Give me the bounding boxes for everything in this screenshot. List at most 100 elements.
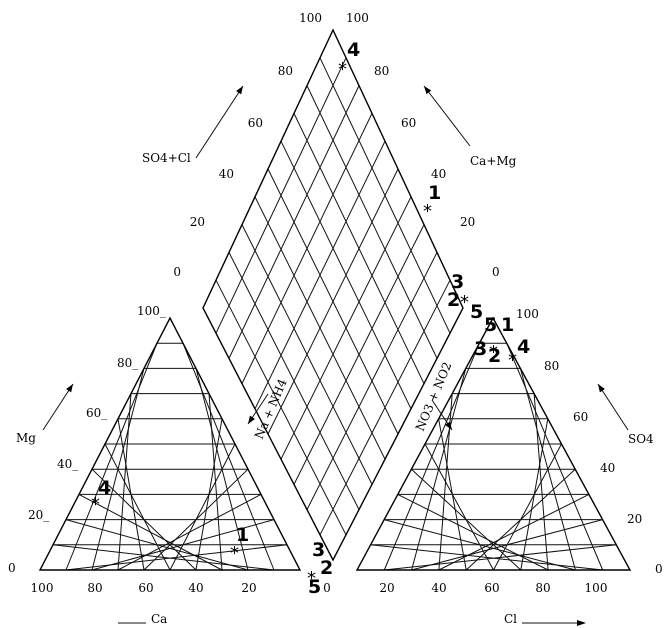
anion-point-5-label: 5 bbox=[484, 314, 497, 336]
na-nh4-arrow-head bbox=[248, 415, 255, 424]
anion-bottom-tick: 80 bbox=[535, 581, 550, 595]
cation-left-tick: 100_ bbox=[137, 304, 166, 318]
diamond-left-tick: 40 bbox=[219, 167, 234, 181]
diamond-point-1-marker: * bbox=[423, 201, 432, 222]
so4cl-label: SO4+Cl bbox=[142, 151, 191, 165]
anion-bottom-tick: 40 bbox=[431, 581, 446, 595]
diamond-left-tick: 100 bbox=[299, 11, 322, 25]
diamond-right-tick: 60 bbox=[401, 116, 416, 130]
axis-arrows bbox=[42, 85, 629, 626]
anion-gridline bbox=[397, 493, 549, 571]
diamond-point-1-label: 1 bbox=[428, 182, 441, 204]
cation-gridline bbox=[169, 443, 236, 571]
anion-point-5-marker: * bbox=[489, 342, 498, 363]
anion-triangle bbox=[355, 316, 632, 571]
diamond-gridline bbox=[293, 113, 425, 384]
cation-left-tick: 40_ bbox=[57, 457, 78, 471]
anion-right-tick: 40 bbox=[600, 461, 615, 475]
mg-arrow bbox=[42, 383, 74, 431]
anion-gridline bbox=[424, 443, 494, 571]
diamond-right-tick: 0 bbox=[492, 265, 500, 279]
cation-gridline bbox=[78, 493, 223, 571]
so4-arrow bbox=[597, 383, 629, 431]
cation-bottom-tick: 80 bbox=[87, 581, 102, 595]
anion-bottom-tick: 100 bbox=[585, 581, 608, 595]
diamond-gridline bbox=[241, 113, 373, 384]
cl-label: Cl bbox=[504, 612, 517, 626]
anion-right-tick: 80 bbox=[544, 359, 559, 373]
diamond-left-tick: 20 bbox=[190, 215, 205, 229]
no3-no2-arrow-head bbox=[445, 421, 452, 430]
cation-left-tick: 80_ bbox=[117, 356, 138, 370]
anion-right-tick: 60 bbox=[573, 410, 588, 424]
cation-left-tick: 60_ bbox=[86, 406, 107, 420]
anion-right-tick: 20 bbox=[627, 512, 642, 526]
diamond-left-tick: 60 bbox=[248, 116, 263, 130]
cation-left-tick: 20_ bbox=[28, 508, 49, 522]
cation-point-5-label: 5 bbox=[308, 576, 321, 598]
diamond-point-5-label: 5 bbox=[470, 301, 483, 323]
cation-point-4-label: 4 bbox=[98, 477, 111, 499]
anion-right-tick: 0 bbox=[655, 562, 663, 576]
cation-gridline bbox=[52, 544, 275, 571]
cation-gridline bbox=[143, 468, 249, 571]
anion-right-tick: 100 bbox=[516, 307, 539, 321]
cation-point-4-marker: * bbox=[91, 494, 100, 515]
anion-point-2-label: 2 bbox=[488, 345, 501, 367]
diamond-point-3-label: 3 bbox=[451, 271, 464, 293]
cation-point-2-marker: * bbox=[307, 568, 316, 589]
so4cl-arrow-head bbox=[236, 86, 243, 95]
diamond-gridline bbox=[254, 140, 386, 410]
diamond-gridline bbox=[319, 57, 451, 334]
grid-lines bbox=[52, 57, 617, 571]
anion-gridline bbox=[384, 519, 576, 571]
cation-gridline bbox=[91, 519, 275, 571]
diamond bbox=[202, 28, 464, 562]
diamond-point-4-label: 4 bbox=[347, 39, 360, 61]
cation-point-3-label: 3 bbox=[312, 539, 325, 561]
frames bbox=[38, 28, 632, 571]
mg-label: Mg bbox=[16, 431, 36, 445]
no3-no2-label: NO3 + NO2 bbox=[413, 360, 455, 433]
diamond-gridline bbox=[228, 85, 360, 359]
diamond-left-tick: 0 bbox=[173, 265, 181, 279]
so4cl-arrow bbox=[195, 85, 244, 159]
sample-points: *1*4* 235*4*1*325*5 13 2 *4 bbox=[91, 39, 530, 598]
anion-gridline bbox=[438, 493, 590, 571]
cation-left-tick: 0 bbox=[8, 561, 16, 575]
diamond-gridline bbox=[267, 168, 399, 435]
cation-triangle bbox=[38, 316, 302, 571]
cation-bottom-tick: 100 bbox=[31, 581, 54, 595]
diamond-right-tick: 100 bbox=[346, 11, 369, 25]
anion-gridline bbox=[465, 468, 576, 571]
cation-gridline bbox=[117, 493, 262, 571]
cation-bottom-tick: 40 bbox=[188, 581, 203, 595]
anion-point-4-marker: * bbox=[508, 350, 517, 371]
cation-point-2-label: 2 bbox=[320, 557, 333, 579]
anion-gridline bbox=[493, 443, 562, 571]
cation-point-1-marker: * bbox=[230, 543, 239, 564]
cation-gridline bbox=[104, 443, 171, 571]
anion-gridline bbox=[384, 544, 617, 571]
anion-bottom-tick: 20 bbox=[379, 581, 394, 595]
diamond-gridline bbox=[215, 57, 347, 334]
ca-label: Ca bbox=[151, 612, 167, 626]
diamond-right-tick: 40 bbox=[431, 167, 446, 181]
diamond-gridline bbox=[280, 140, 412, 410]
camg-label: Ca+Mg bbox=[470, 154, 517, 168]
camg-arrow bbox=[423, 85, 471, 147]
diamond-point-4-marker: * bbox=[338, 59, 347, 80]
anion-gridline bbox=[370, 544, 603, 571]
diamond-point-2-label: 2 bbox=[447, 289, 460, 311]
so4-arrow-head bbox=[598, 384, 605, 393]
anion-bottom-tick: 60 bbox=[484, 581, 499, 595]
diamond-left-tick: 80 bbox=[278, 64, 293, 78]
mg-arrow-head bbox=[66, 384, 73, 393]
cation-bottom-tick: 60 bbox=[138, 581, 153, 595]
anion-point-4-label: 4 bbox=[517, 336, 530, 358]
anion-point-1-label: 1 bbox=[501, 314, 514, 336]
cation-gridline bbox=[65, 519, 249, 571]
cation-bottom-tick: 20 bbox=[241, 581, 256, 595]
